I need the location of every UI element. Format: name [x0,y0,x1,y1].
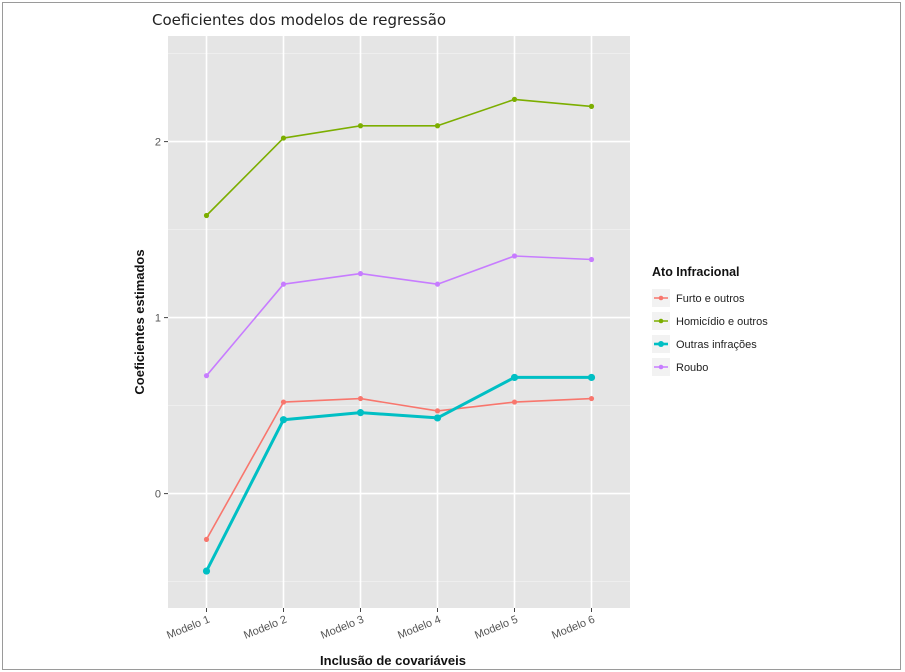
x-tick-label: Modelo 4 [396,614,442,642]
legend-label: Homicídio e outros [676,316,768,328]
x-tick-label: Modelo 6 [550,614,596,642]
series-point-outras-infra-es [279,416,288,424]
x-tick-label: Modelo 2 [242,614,288,642]
x-tick-label: Modelo 1 [165,614,211,642]
series-point-roubo [203,373,210,379]
x-axis-label: Inclusão de covariáveis [320,653,466,668]
y-tick-label: 1 [155,313,161,325]
y-axis-label: Coeficientes estimados [132,249,147,394]
series-point-furto-e-outros [588,395,595,402]
legend-item-roubo: Roubo [652,358,708,376]
y-tick-label: 0 [155,489,161,501]
x-tick-label: Modelo 3 [319,614,365,642]
series-point-roubo [357,271,364,277]
series-point-furto-e-outros [203,536,210,542]
series-point-outras-infra-es [587,373,596,382]
series-point-homic-dio-e-outros [203,212,210,219]
legend-item-outras-infra-es: Outras infrações [652,335,757,353]
series-point-outras-infra-es [433,414,442,422]
legend-item-homic-dio-e-outros: Homicídio e outros [652,312,768,330]
series-point-homic-dio-e-outros [434,123,441,129]
legend-key-point [658,318,664,324]
series-line-furto-e-outros [205,397,592,540]
legend-key-point [658,364,664,370]
x-tick-label: Modelo 5 [473,614,519,642]
series-points [202,96,596,575]
series-point-outras-infra-es [202,567,211,575]
series-point-homic-dio-e-outros [357,123,364,129]
legend-label: Outras infrações [676,339,757,351]
grid-lines [168,36,630,608]
series-line-roubo [205,255,592,377]
legend-label: Furto e outros [676,293,745,305]
y-tick-label: 2 [155,137,161,149]
series-point-furto-e-outros [357,395,364,402]
series-point-homic-dio-e-outros [511,96,518,102]
legend-key-point [658,295,664,301]
legend: Ato Infracional Furto e outros Homicídio … [652,265,768,376]
legend-label: Roubo [676,362,708,374]
legend-key-point [658,341,664,347]
legend-title: Ato Infracional [652,265,740,279]
series-point-roubo [588,256,595,263]
series-point-outras-infra-es [510,373,519,382]
series-line-outras-infra-es [205,375,592,572]
series-line-homic-dio-e-outros [205,98,592,217]
series-point-furto-e-outros [434,408,441,414]
series-point-furto-e-outros [280,399,287,405]
legend-item-furto-e-outros: Furto e outros [652,289,745,307]
series-point-furto-e-outros [511,399,518,405]
series-point-homic-dio-e-outros [588,103,595,109]
chart-title: Coeficientes dos modelos de regressão [152,11,446,29]
series-point-roubo [511,253,518,259]
series-point-roubo [280,281,287,287]
series-point-homic-dio-e-outros [280,135,287,141]
series-lines [205,98,592,572]
series-point-roubo [434,281,441,287]
plot-panel [168,36,630,608]
series-point-outras-infra-es [356,409,365,417]
